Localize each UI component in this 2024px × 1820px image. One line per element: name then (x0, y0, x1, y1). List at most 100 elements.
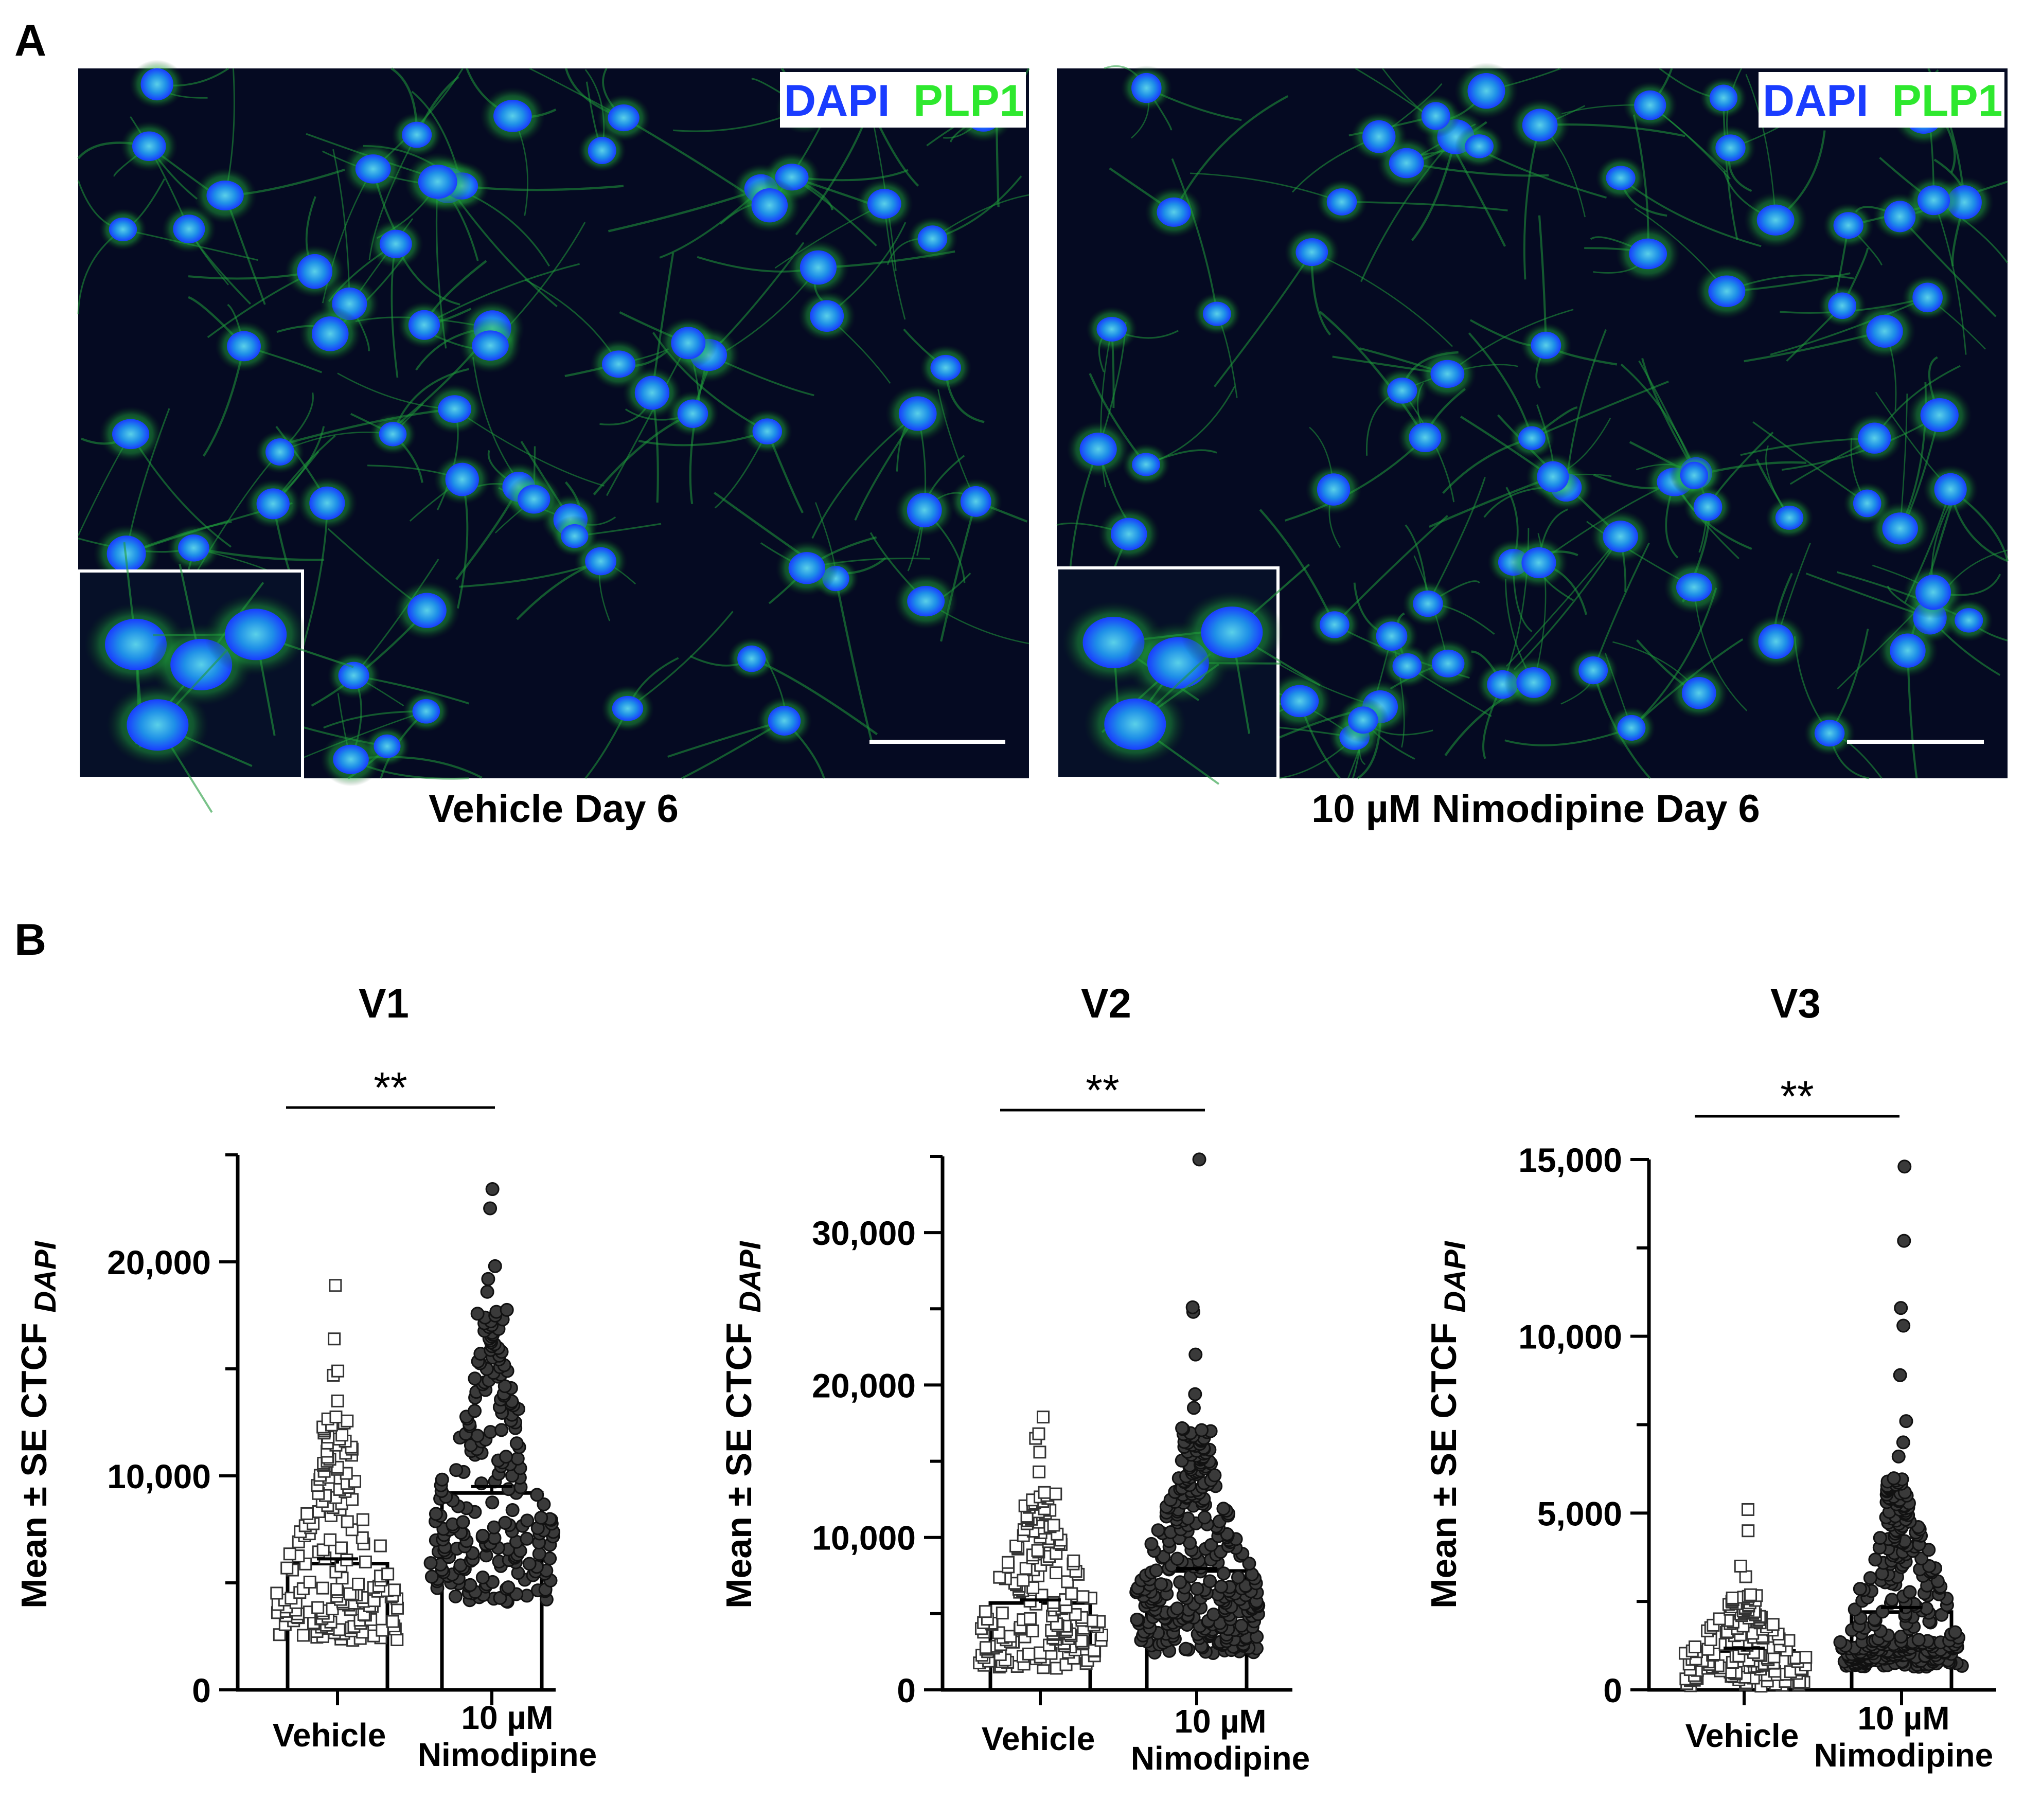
cell-nucleus (1676, 573, 1712, 602)
y-tick-label: 30,000 (812, 1214, 916, 1252)
cell-nucleus (1522, 109, 1558, 142)
point-nimodipine (1204, 1538, 1218, 1552)
point-nimodipine (423, 1556, 438, 1570)
cell-nucleus (132, 131, 166, 162)
point-nimodipine (1885, 1593, 1899, 1607)
point-nimodipine (1216, 1566, 1231, 1581)
micrograph-nimodipine: DAPI PLP1 (1055, 62, 2009, 785)
point-nimodipine (1195, 1423, 1209, 1437)
point-nimodipine (1173, 1575, 1187, 1590)
point-nimodipine (1863, 1571, 1877, 1585)
point-vehicle (1023, 1612, 1037, 1625)
x-category-label: 10 µM (1174, 1703, 1266, 1740)
cell-nucleus (608, 104, 640, 132)
point-vehicle (1033, 1465, 1046, 1478)
cell-nucleus (1709, 84, 1738, 112)
point-nimodipine (1833, 1635, 1848, 1649)
point-nimodipine (468, 1404, 482, 1418)
cell-nucleus (1430, 360, 1465, 388)
point-nimodipine (1197, 1510, 1212, 1525)
micrograph-vehicle: DAPI PLP1 (77, 60, 1030, 813)
chart-v2: V2 ** 0 10,000 20,000 30,000 Mean ± SE CTCF DA… (719, 980, 1310, 1777)
y-axis-label-subscript: DAPI (29, 1240, 62, 1312)
legend-dapi: DAPI (784, 76, 890, 126)
point-nimodipine (1188, 1347, 1203, 1362)
point-nimodipine (449, 1463, 464, 1477)
point-nimodipine (483, 1201, 498, 1216)
cell-nucleus (1603, 521, 1638, 552)
cell-nucleus (1376, 621, 1408, 651)
x-category-label: 10 µM (461, 1699, 553, 1736)
x-category-label: Vehicle (273, 1717, 386, 1754)
cell-nucleus (1431, 649, 1465, 677)
point-vehicle (1742, 1524, 1755, 1538)
point-vehicle (1799, 1651, 1813, 1664)
cell-nucleus (1362, 120, 1396, 153)
cell-nucleus (1409, 422, 1442, 453)
point-nimodipine (1234, 1618, 1249, 1633)
point-nimodipine (522, 1557, 537, 1571)
point-nimodipine (488, 1259, 502, 1273)
cell-nucleus (800, 250, 837, 285)
inset-cells (1062, 563, 1321, 785)
cell-nucleus (1890, 633, 1926, 668)
legend-box (1759, 72, 2004, 128)
cell-nucleus (612, 695, 644, 721)
point-nimodipine (1144, 1537, 1159, 1551)
cell-nucleus (1775, 505, 1804, 530)
point-vehicle (334, 1541, 348, 1555)
y-tick-label: 0 (192, 1671, 211, 1709)
chart-v1: V1 ** 0 10,000 20,000 Mean ± SE CTCF DAPI Vehi… (14, 980, 597, 1773)
point-vehicle (1741, 1503, 1754, 1516)
cell-nucleus (1347, 706, 1378, 734)
cell-nucleus (1853, 489, 1881, 518)
cell-nucleus (1606, 166, 1636, 190)
cell-nucleus (867, 189, 901, 219)
cell-nucleus (561, 524, 589, 548)
y-axis-label: Mean ± SE CTCF DAPI (719, 1240, 767, 1609)
cell-nucleus (338, 662, 369, 689)
cell-nucleus (1814, 720, 1845, 747)
point-vehicle (1032, 1427, 1045, 1440)
cell-nucleus (1132, 453, 1160, 476)
cell-nucleus (1465, 134, 1494, 158)
cell-nucleus (634, 376, 670, 410)
point-nimodipine (1853, 1582, 1867, 1596)
point-vehicle (329, 1279, 342, 1292)
y-tick-label: 0 (1603, 1671, 1622, 1709)
point-vehicle (356, 1513, 369, 1526)
point-nimodipine (1185, 1300, 1200, 1314)
point-nimodipine (1897, 1234, 1911, 1248)
cell-nucleus (355, 154, 391, 184)
point-vehicle (1726, 1591, 1739, 1604)
point-nimodipine (1893, 1368, 1907, 1382)
point-nimodipine (1175, 1421, 1189, 1435)
y-axis-label-main: Mean ± SE CTCF (14, 1313, 54, 1609)
cell-nucleus (930, 354, 961, 381)
cell-nucleus (751, 188, 788, 223)
point-nimodipine (1170, 1551, 1184, 1566)
cell-nucleus (412, 699, 440, 724)
y-tick-label: 0 (897, 1671, 916, 1709)
point-vehicle (331, 1394, 344, 1407)
cell-nucleus (1421, 102, 1450, 130)
point-nimodipine (1149, 1563, 1163, 1578)
point-nimodipine (501, 1482, 516, 1496)
cell-nucleus (309, 486, 345, 520)
legend-plp1: PLP1 (913, 76, 1024, 126)
point-vehicle (1031, 1544, 1044, 1557)
point-vehicle (979, 1605, 992, 1618)
point-vehicle (1047, 1519, 1060, 1532)
cell-nucleus (1531, 331, 1561, 359)
point-nimodipine (1203, 1574, 1217, 1589)
point-nimodipine (485, 1182, 500, 1197)
point-nimodipine (510, 1451, 525, 1466)
point-nimodipine (485, 1495, 500, 1510)
point-nimodipine (1188, 1387, 1202, 1401)
cell-nucleus (333, 744, 369, 774)
point-vehicle (341, 1515, 354, 1528)
cell-nucleus (312, 316, 349, 351)
cell-nucleus (109, 217, 137, 242)
cell-nucleus (407, 593, 447, 628)
point-nimodipine (1190, 1581, 1204, 1596)
